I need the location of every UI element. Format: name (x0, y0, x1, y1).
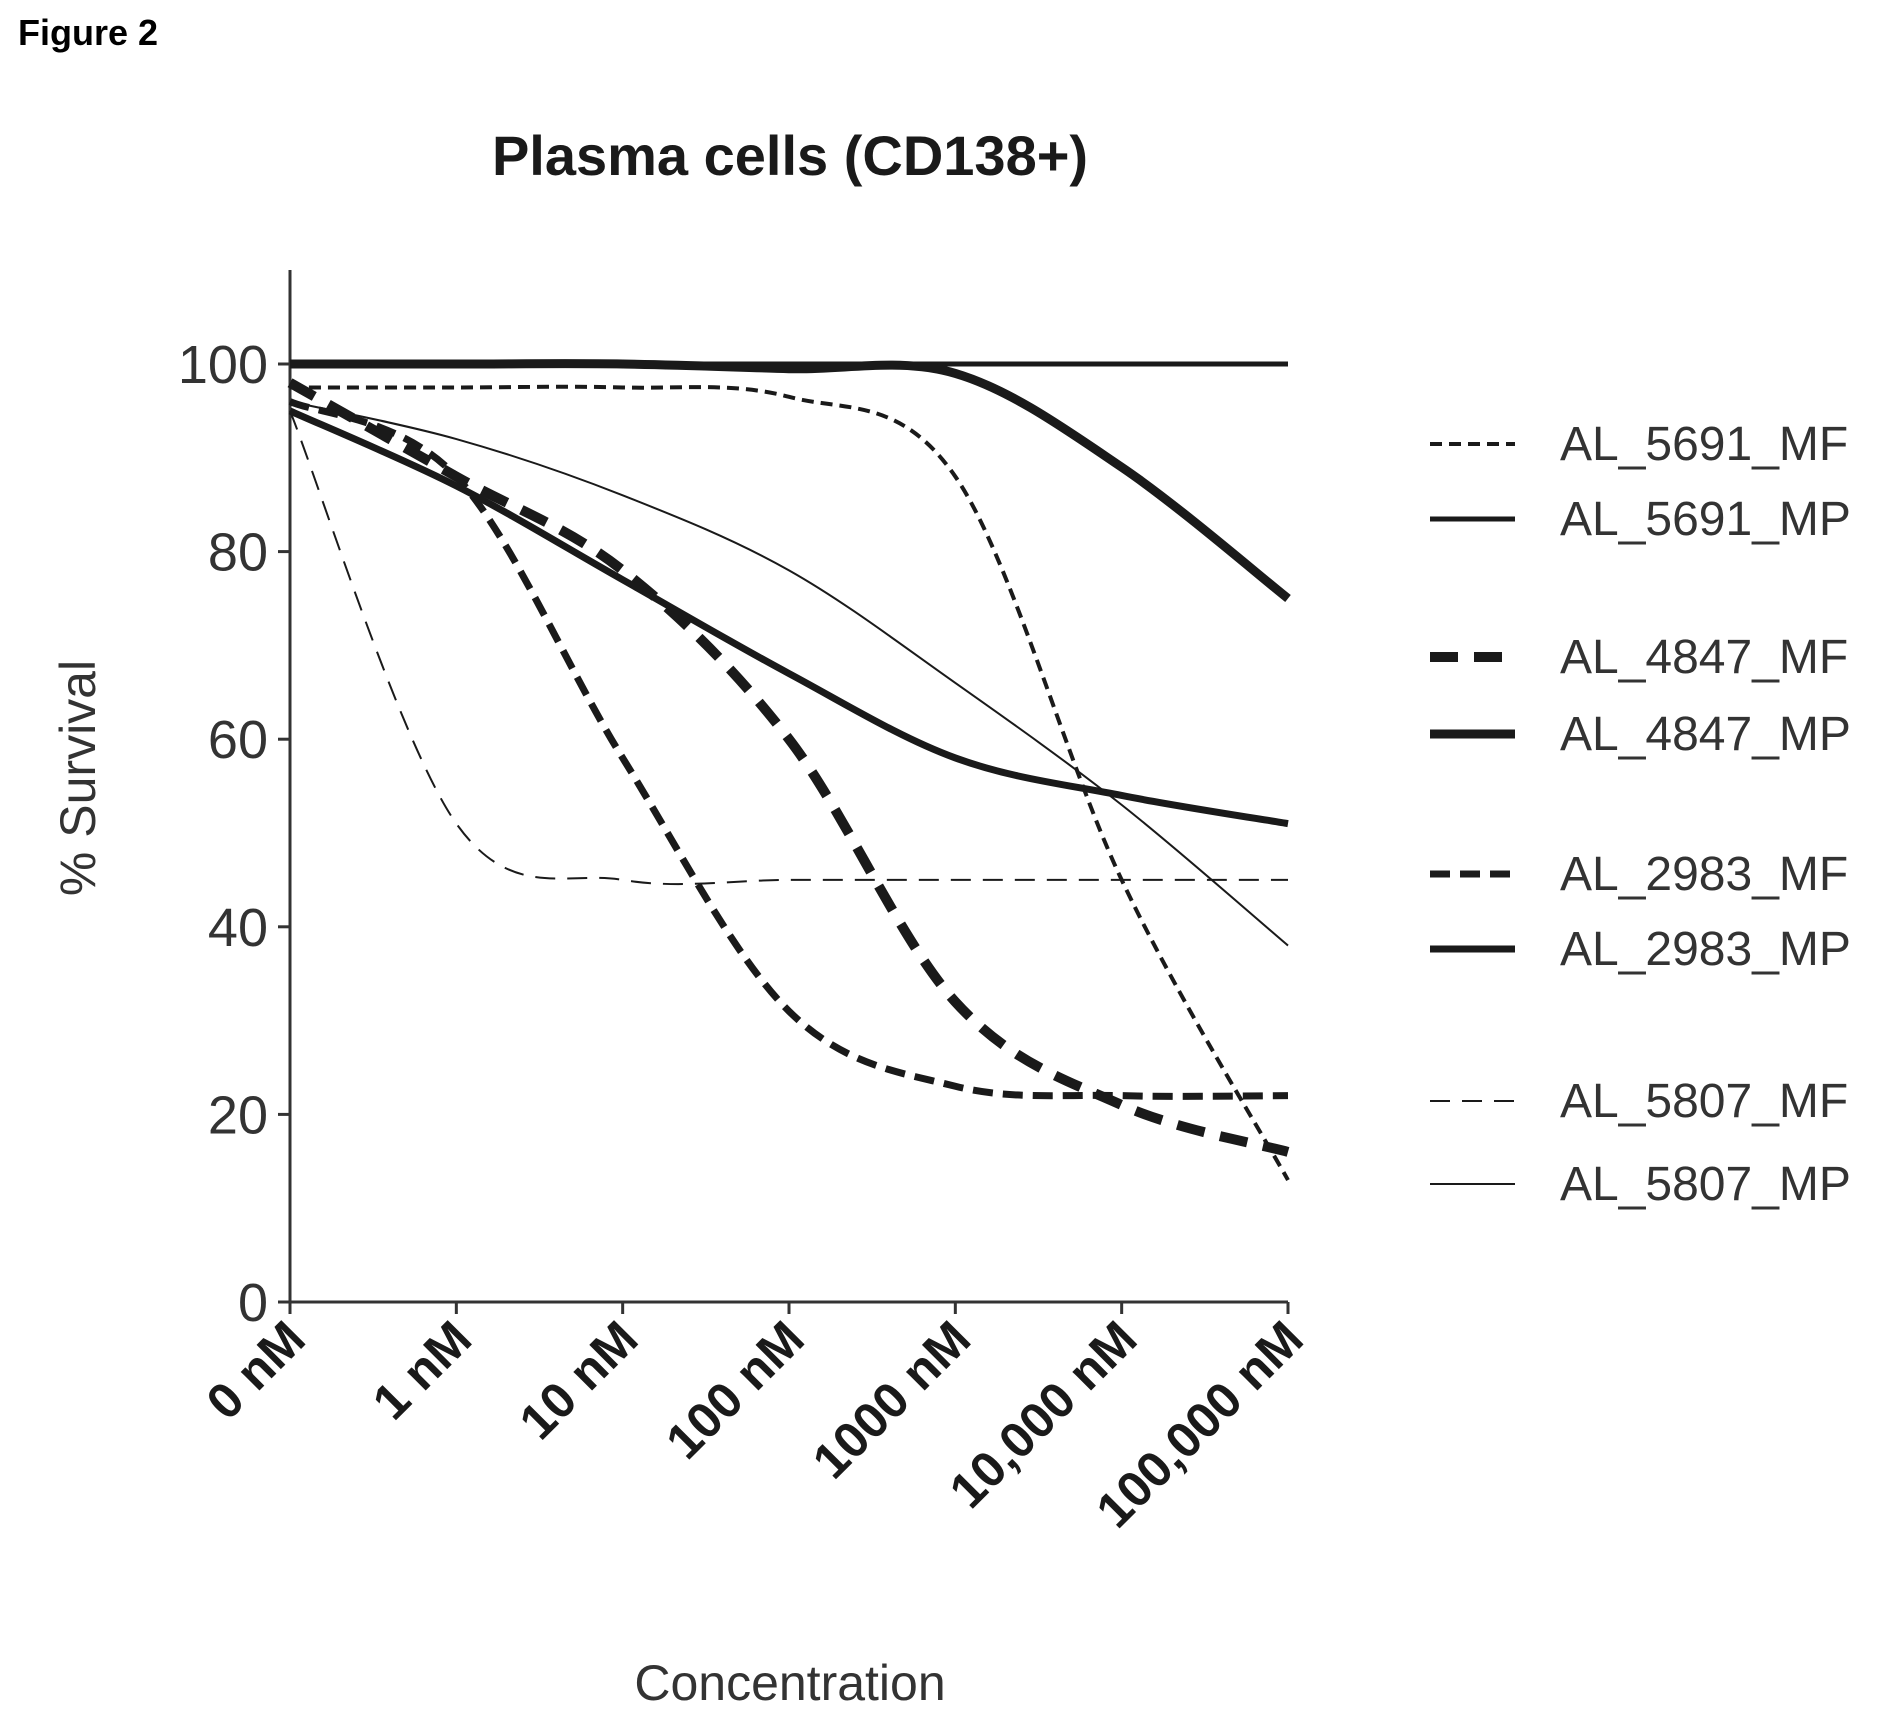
series-line-al-4847-mp (290, 359, 1291, 603)
x-tick-label: 10 nM (509, 1310, 649, 1450)
figure-label: Figure 2 (18, 12, 159, 53)
series-line-al-5807-mf (289, 410, 1288, 886)
legend-label: AL_2983_MP (1560, 923, 1851, 976)
legend-label: AL_4847_MF (1560, 631, 1848, 684)
chart-title: Plasma cells (CD138+) (492, 124, 1088, 187)
x-tick-label: 100 nM (655, 1310, 814, 1469)
x-axis-label: Concentration (634, 1655, 945, 1711)
series-layer (287, 359, 1291, 1182)
legend: AL_5691_MF AL_5691_MP AL_4847_MF AL_4847_MP… (1430, 418, 1851, 1211)
series-line-al-5807-mp (289, 400, 1289, 947)
legend-label: AL_5691_MP (1560, 493, 1851, 546)
legend-label: AL_2983_MF (1560, 848, 1848, 901)
legend-label: AL_4847_MP (1560, 708, 1851, 761)
y-tick-label: 20 (208, 1085, 268, 1145)
y-axis-label: % Survival (50, 660, 106, 896)
y-tick-label: 40 (208, 898, 268, 958)
legend-label: AL_5807_MF (1560, 1075, 1848, 1128)
x-tick-label: 1 nM (362, 1310, 482, 1430)
series-line-al-2983-mf (288, 398, 1289, 1100)
y-tick-label: 60 (208, 710, 268, 770)
y-tick-label: 80 (208, 523, 268, 583)
series-line-al-2983-mp (288, 407, 1289, 828)
y-tick-label: 100 (178, 335, 268, 395)
legend-label: AL_5691_MF (1560, 418, 1848, 471)
y-tick-label: 0 (238, 1273, 268, 1333)
series-line-al-5691-mf (289, 384, 1290, 1182)
series-line-al-4847-mf (287, 378, 1290, 1157)
legend-label: AL_5807_MP (1560, 1158, 1851, 1211)
